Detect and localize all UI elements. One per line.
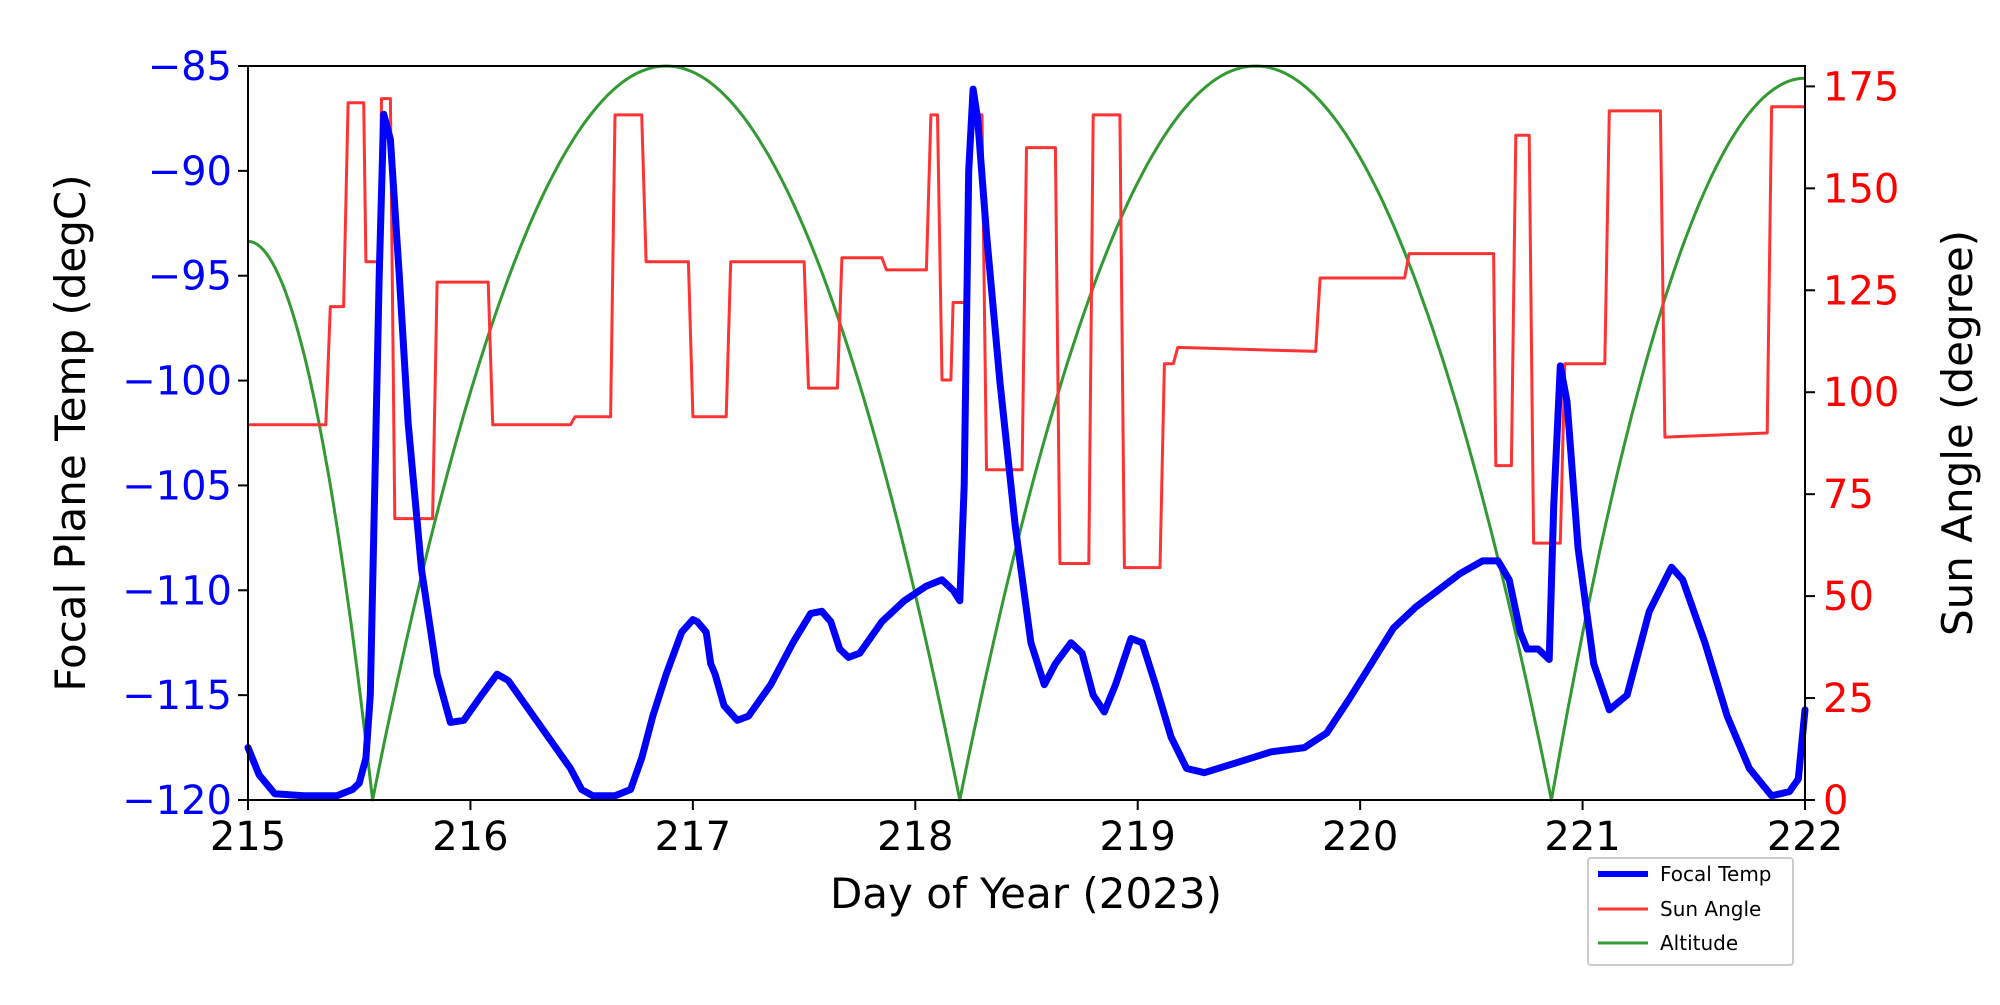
series-sun-angle-line	[248, 97, 1805, 570]
x-tick-label: 221	[1544, 814, 1620, 860]
y-right-axis-label: Sun Angle (degree)	[1933, 230, 1982, 636]
left-tick-label: −115	[122, 673, 232, 719]
series-focal-temp-line	[244, 85, 1809, 800]
left-tick-label: −120	[122, 778, 232, 824]
x-tick-label: 219	[1100, 814, 1176, 860]
legend-label-focal: Focal Temp	[1660, 862, 1772, 886]
right-tick-label: 25	[1823, 676, 1874, 722]
left-tick-label: −95	[148, 254, 232, 300]
legend-label-altitude: Altitude	[1660, 931, 1738, 955]
legend-box	[1587, 857, 1794, 966]
right-axis-ticks: 175 150 125 100 75 50 25 0	[1805, 64, 1899, 824]
x-tick-label: 215	[210, 814, 286, 860]
series-altitude-line	[247, 64, 1806, 802]
right-tick-label: 150	[1823, 166, 1899, 212]
right-tick-label: 75	[1823, 472, 1874, 518]
plot-lines	[244, 64, 1809, 802]
left-tick-label: −90	[148, 149, 232, 195]
right-tick-label: 175	[1823, 64, 1899, 110]
right-tick-label: 50	[1823, 574, 1874, 620]
x-tick-label: 216	[432, 814, 508, 860]
left-tick-label: −110	[122, 568, 232, 614]
right-tick-label: 0	[1823, 778, 1848, 824]
plot-frame	[247, 65, 1806, 801]
y-left-axis-label: Focal Plane Temp (degC)	[46, 174, 95, 691]
legend-label-sun: Sun Angle	[1660, 897, 1761, 921]
x-axis-ticks: 215 216 217 218 219 220 221 222	[210, 800, 1843, 860]
left-tick-label: −105	[122, 463, 232, 509]
legend: Focal Temp Sun Angle Altitude	[1587, 857, 1794, 966]
left-axis-ticks: −85 −90 −95 −100 −105 −110 −115 −120	[122, 44, 248, 824]
left-tick-label: −85	[148, 44, 232, 90]
left-tick-label: −100	[122, 359, 232, 405]
x-tick-label: 217	[655, 814, 731, 860]
right-tick-label: 125	[1823, 268, 1899, 314]
x-axis-label: Day of Year (2023)	[830, 869, 1222, 918]
x-tick-label: 222	[1767, 814, 1843, 860]
x-tick-label: 218	[877, 814, 953, 860]
right-tick-label: 100	[1823, 370, 1899, 416]
x-tick-label: 220	[1322, 814, 1398, 860]
